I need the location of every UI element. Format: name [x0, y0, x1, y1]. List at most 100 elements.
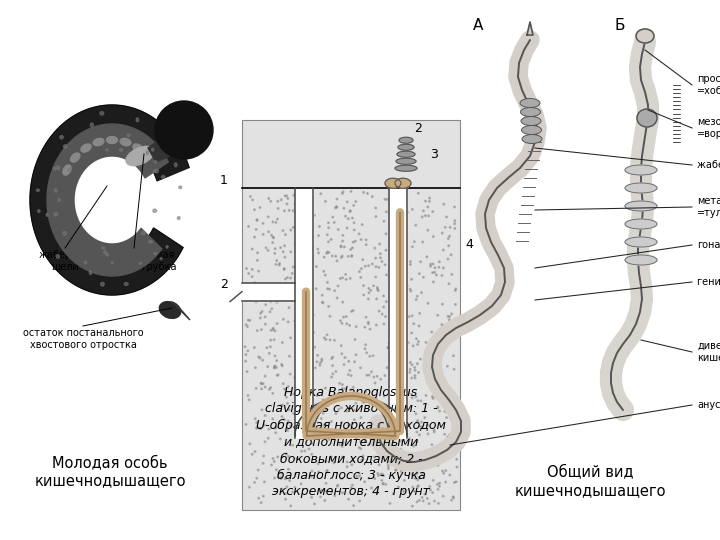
Ellipse shape	[322, 301, 323, 303]
Ellipse shape	[272, 458, 274, 460]
Ellipse shape	[412, 208, 413, 210]
Ellipse shape	[351, 375, 352, 376]
Ellipse shape	[400, 372, 401, 373]
Ellipse shape	[449, 316, 450, 318]
Ellipse shape	[309, 475, 311, 477]
Ellipse shape	[284, 278, 286, 280]
Ellipse shape	[303, 382, 305, 384]
Ellipse shape	[366, 193, 368, 194]
Ellipse shape	[391, 377, 393, 379]
Ellipse shape	[438, 261, 440, 262]
Ellipse shape	[289, 277, 292, 279]
Ellipse shape	[376, 298, 377, 300]
Ellipse shape	[377, 375, 378, 377]
Ellipse shape	[282, 404, 284, 406]
Ellipse shape	[277, 208, 279, 210]
Ellipse shape	[282, 230, 284, 232]
Ellipse shape	[275, 264, 276, 265]
Ellipse shape	[365, 239, 367, 241]
Ellipse shape	[63, 232, 66, 235]
Ellipse shape	[312, 367, 313, 368]
Ellipse shape	[397, 486, 399, 488]
Ellipse shape	[390, 327, 391, 328]
Ellipse shape	[373, 376, 374, 378]
Ellipse shape	[416, 441, 418, 443]
Ellipse shape	[417, 486, 418, 488]
Ellipse shape	[277, 456, 279, 458]
Ellipse shape	[417, 420, 418, 421]
Ellipse shape	[385, 249, 387, 251]
Ellipse shape	[284, 245, 285, 247]
Ellipse shape	[425, 369, 426, 371]
Ellipse shape	[287, 468, 289, 470]
Ellipse shape	[319, 364, 320, 366]
Ellipse shape	[353, 387, 354, 388]
Ellipse shape	[409, 372, 410, 373]
Ellipse shape	[403, 398, 405, 400]
Ellipse shape	[351, 247, 354, 248]
Ellipse shape	[366, 374, 368, 376]
Ellipse shape	[411, 332, 413, 334]
Ellipse shape	[336, 206, 338, 208]
Ellipse shape	[385, 484, 387, 485]
Ellipse shape	[343, 442, 344, 443]
Ellipse shape	[356, 437, 357, 439]
Ellipse shape	[413, 446, 415, 447]
Ellipse shape	[312, 347, 315, 348]
Ellipse shape	[290, 230, 292, 231]
Ellipse shape	[284, 256, 286, 258]
Ellipse shape	[341, 255, 343, 257]
Ellipse shape	[341, 388, 343, 389]
Ellipse shape	[414, 375, 415, 376]
Ellipse shape	[292, 227, 294, 228]
Ellipse shape	[383, 475, 384, 476]
Ellipse shape	[259, 357, 261, 359]
Ellipse shape	[415, 299, 417, 300]
Ellipse shape	[284, 234, 287, 235]
Ellipse shape	[636, 29, 654, 43]
Ellipse shape	[384, 199, 386, 200]
Ellipse shape	[399, 334, 401, 335]
Ellipse shape	[625, 183, 657, 193]
Ellipse shape	[379, 430, 381, 432]
Ellipse shape	[315, 419, 316, 421]
Ellipse shape	[387, 468, 390, 469]
Ellipse shape	[426, 498, 428, 500]
Ellipse shape	[352, 460, 354, 462]
Ellipse shape	[372, 403, 373, 405]
Ellipse shape	[402, 279, 404, 280]
Ellipse shape	[441, 324, 443, 326]
Ellipse shape	[255, 367, 256, 368]
Ellipse shape	[274, 355, 276, 357]
Ellipse shape	[272, 242, 274, 244]
Ellipse shape	[256, 428, 257, 429]
Ellipse shape	[290, 505, 292, 507]
Ellipse shape	[447, 398, 449, 400]
Ellipse shape	[429, 197, 431, 199]
Ellipse shape	[455, 481, 457, 483]
Ellipse shape	[404, 309, 406, 311]
Ellipse shape	[402, 333, 403, 334]
Ellipse shape	[344, 388, 346, 389]
Ellipse shape	[263, 292, 264, 293]
Ellipse shape	[426, 256, 428, 258]
Ellipse shape	[360, 367, 361, 369]
Ellipse shape	[434, 272, 436, 273]
Ellipse shape	[433, 281, 434, 283]
Ellipse shape	[350, 248, 351, 250]
Ellipse shape	[374, 478, 376, 480]
Ellipse shape	[418, 500, 420, 501]
Ellipse shape	[271, 234, 272, 236]
Ellipse shape	[248, 399, 250, 401]
Ellipse shape	[402, 217, 403, 219]
Ellipse shape	[328, 438, 330, 440]
Ellipse shape	[300, 483, 302, 484]
Ellipse shape	[312, 314, 315, 316]
Ellipse shape	[423, 276, 424, 278]
Ellipse shape	[260, 293, 262, 294]
Ellipse shape	[287, 386, 289, 387]
Ellipse shape	[395, 285, 396, 287]
Ellipse shape	[369, 443, 370, 445]
Ellipse shape	[153, 171, 156, 173]
Ellipse shape	[338, 408, 340, 410]
